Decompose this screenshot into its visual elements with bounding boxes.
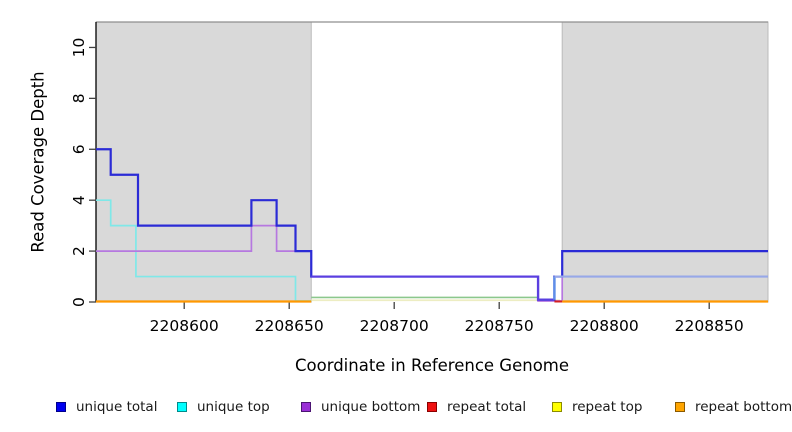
x-tick-label: 2208750 [465, 317, 534, 335]
y-tick-label: 6 [70, 144, 88, 154]
x-tick-label: 2208650 [255, 317, 324, 335]
y-tick-label: 4 [70, 195, 88, 205]
y-axis-title: Read Coverage Depth [28, 71, 48, 253]
x-axis-title: Coordinate in Reference Genome [294, 356, 570, 375]
overlap-total-bottom-violet [311, 275, 555, 301]
x-tick-label: 2208700 [360, 317, 429, 335]
y-tick-label: 10 [70, 38, 88, 58]
shaded-region [95, 21, 312, 303]
x-tick-label: 2208800 [570, 317, 639, 335]
x-tick-label: 2208850 [675, 317, 744, 335]
y-tick-label: 0 [70, 297, 88, 307]
y-tick-label: 8 [70, 93, 88, 103]
shaded-region [561, 21, 769, 303]
x-tick-label: 2208600 [150, 317, 219, 335]
y-tick-label: 2 [70, 246, 88, 256]
